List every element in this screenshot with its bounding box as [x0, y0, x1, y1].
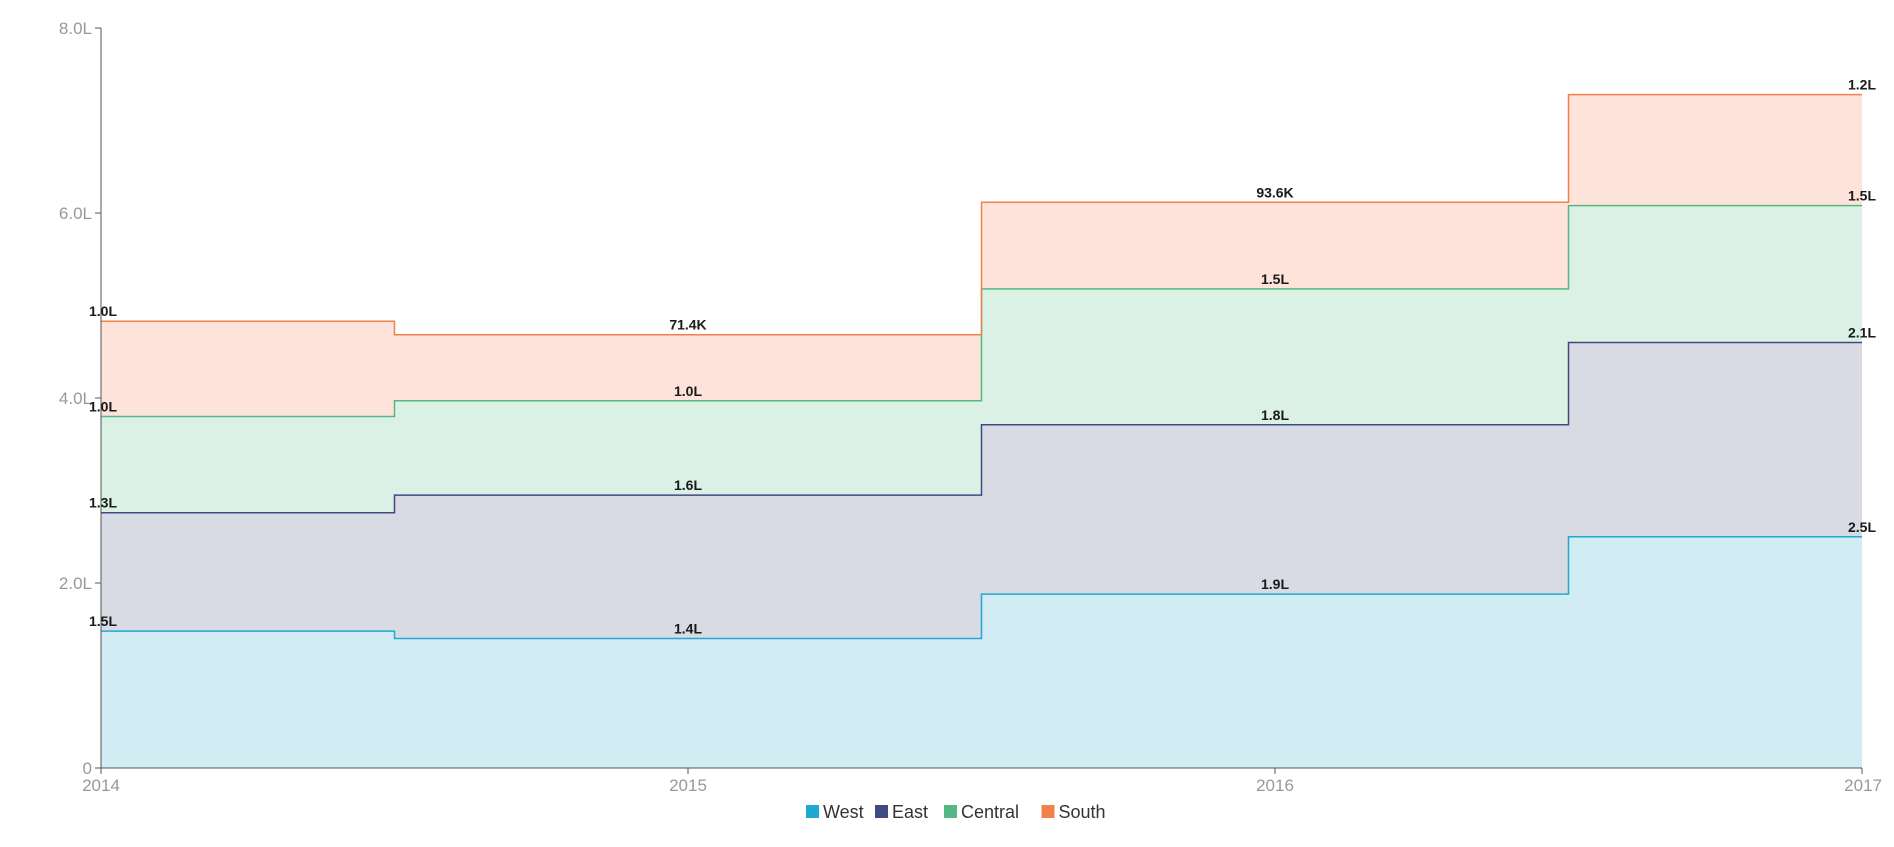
- x-tick-label-2015: 2015: [669, 776, 707, 795]
- y-tick-label-6.0L: 6.0L: [59, 204, 92, 223]
- data-label-south-2016: 93.6K: [1256, 184, 1293, 200]
- data-labels: 1.5L 1.4L 1.9L 2.5L 1.3L 1.6L 1.8L 2.1L 1.0L 1.0L…: [89, 77, 1876, 637]
- legend-swatch-south: [1041, 805, 1055, 818]
- y-tick-label-4.0L: 4.0L: [59, 389, 92, 408]
- data-label-west-2017: 2.5L: [1848, 519, 1876, 535]
- y-tick-label-2.0L: 2.0L: [59, 574, 92, 593]
- x-tick-label-2014: 2014: [82, 776, 120, 795]
- data-label-west-2014: 1.5L: [89, 613, 117, 629]
- data-label-central-2014: 1.0L: [89, 399, 117, 415]
- data-label-central-2015: 1.0L: [674, 383, 702, 399]
- data-label-east-2015: 1.6L: [674, 477, 702, 493]
- data-label-west-2015: 1.4L: [674, 621, 702, 637]
- data-label-east-2016: 1.8L: [1261, 407, 1289, 423]
- data-label-east-2014: 1.3L: [89, 495, 117, 511]
- data-label-central-2016: 1.5L: [1261, 271, 1289, 287]
- x-tick-label-2017: 2017: [1844, 776, 1882, 795]
- line-east: [101, 341, 1862, 514]
- legend-label-west: West: [823, 802, 864, 822]
- data-label-south-2014: 1.0L: [89, 303, 117, 319]
- axes: 0 2.0L 4.0L 6.0L 8.0L 2014 2015 2016 2017: [59, 19, 1882, 795]
- legend-label-south: South: [1059, 802, 1106, 822]
- legend-swatch-west: [806, 805, 819, 818]
- legend-swatch-central: [944, 805, 957, 818]
- y-tick-label-8.0L: 8.0L: [59, 19, 92, 38]
- series-lines: [101, 93, 1862, 640]
- data-label-south-2017: 1.2L: [1848, 77, 1876, 93]
- data-label-south-2015: 71.4K: [669, 317, 706, 333]
- legend: West East Central South: [806, 802, 1106, 822]
- line-west: [101, 536, 1862, 640]
- data-label-east-2017: 2.1L: [1848, 325, 1876, 341]
- y-tick-label-0: 0: [83, 759, 92, 778]
- x-tick-label-2016: 2016: [1256, 776, 1294, 795]
- line-south: [101, 93, 1862, 336]
- data-label-central-2017: 1.5L: [1848, 188, 1876, 204]
- legend-swatch-east: [875, 805, 888, 818]
- legend-label-east: East: [892, 802, 928, 822]
- line-central: [101, 204, 1862, 418]
- data-label-west-2016: 1.9L: [1261, 576, 1289, 592]
- legend-label-central: Central: [961, 802, 1019, 822]
